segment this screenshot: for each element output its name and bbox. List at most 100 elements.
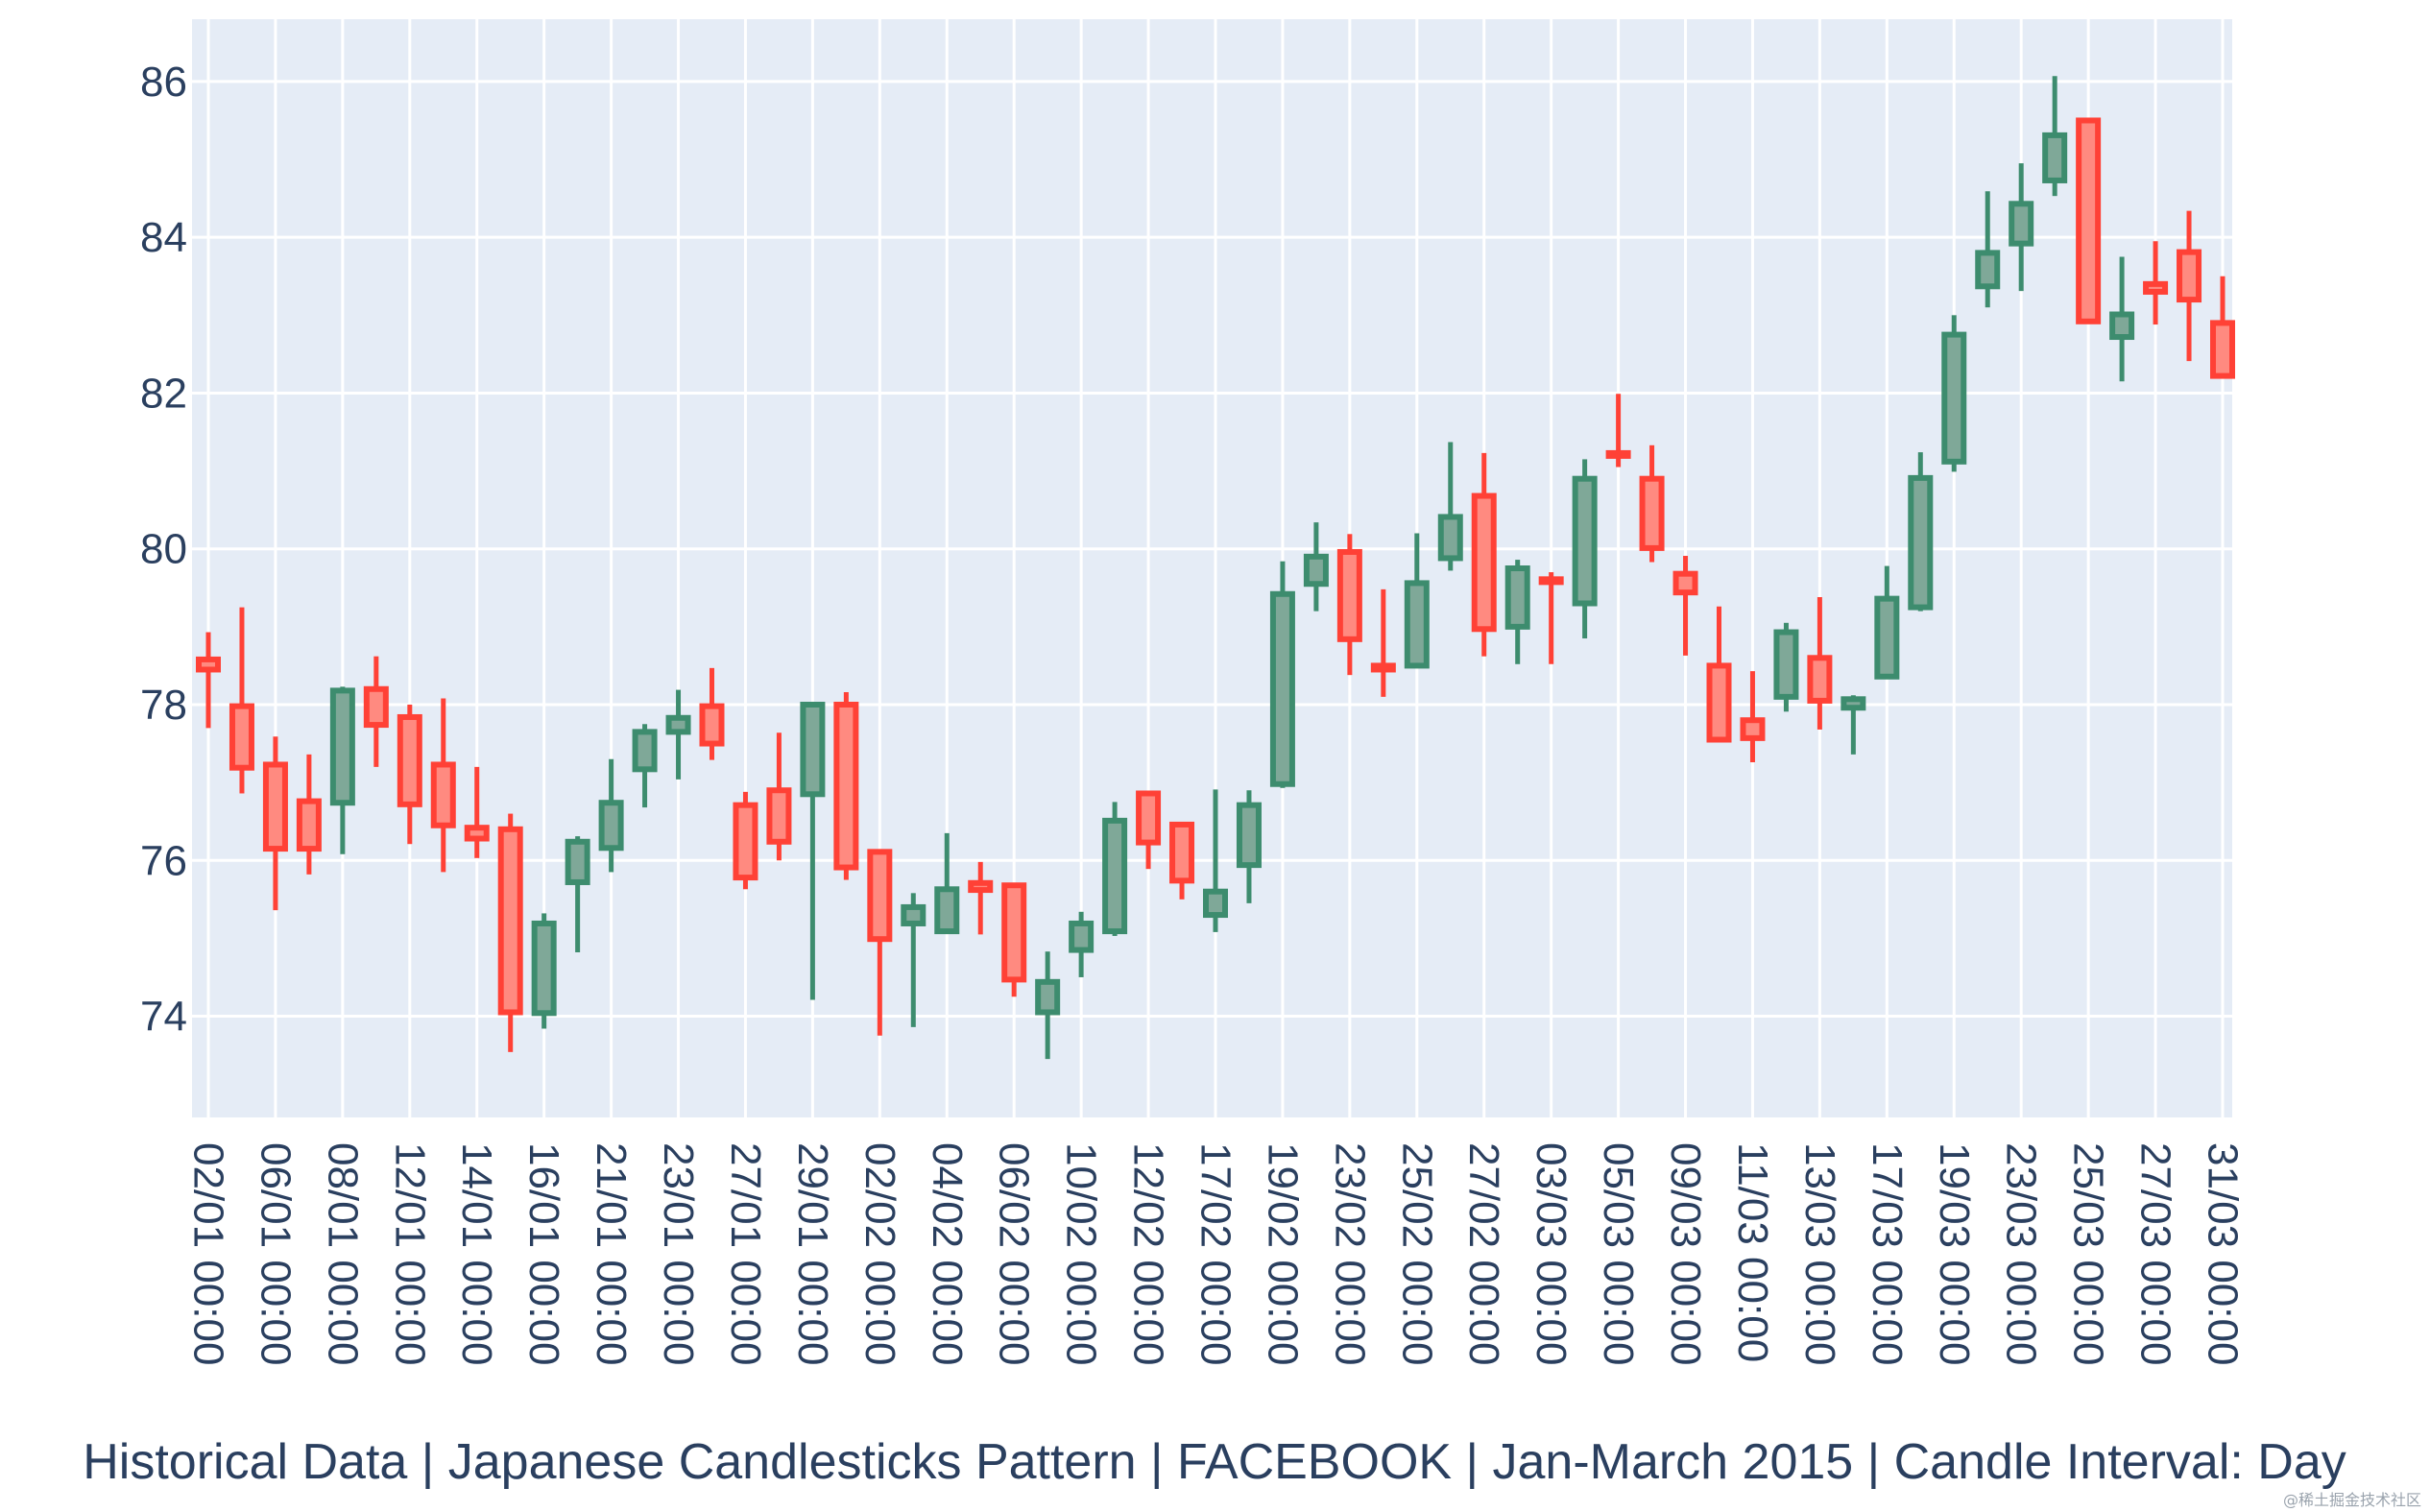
candle-body <box>329 687 355 806</box>
y-tick-label: 86 <box>140 59 187 106</box>
candle-body <box>598 800 624 852</box>
candle-body <box>1672 570 1698 596</box>
candle-increasing <box>1035 951 1061 1060</box>
candle-increasing <box>1572 459 1598 639</box>
candle-decreasing <box>1336 534 1362 676</box>
candle-decreasing <box>430 698 456 873</box>
candles <box>196 76 2235 1060</box>
y-tick-label: 78 <box>140 682 187 729</box>
candle-body <box>833 701 859 871</box>
candle-body <box>296 798 322 852</box>
x-tick-label: 31/03 00:00 <box>2200 1142 2247 1365</box>
candle-decreasing <box>1136 790 1162 870</box>
candle-increasing <box>1269 561 1295 788</box>
candle-body <box>2177 249 2202 303</box>
x-tick-label: 29/01 00:00 <box>789 1142 836 1365</box>
candle-decreasing <box>1001 882 1027 997</box>
candle-body <box>1336 548 1362 642</box>
candle-body <box>1874 595 1900 680</box>
candle-body <box>1807 655 1833 704</box>
x-tick-label: 13/03 00:00 <box>1796 1142 1843 1365</box>
x-tick-label: 08/01 00:00 <box>319 1142 366 1365</box>
y-tick-label: 74 <box>140 994 187 1041</box>
candle-body <box>1069 920 1095 953</box>
candle-increasing <box>1841 695 1866 755</box>
x-tick-label: 14/01 00:00 <box>453 1142 500 1365</box>
candle-body <box>262 761 288 852</box>
candle-body <box>1404 580 1430 669</box>
candle-decreasing <box>1169 821 1195 900</box>
candle-body <box>565 838 590 885</box>
candle-increasing <box>632 724 658 808</box>
x-tick-label: 23/03 00:00 <box>1998 1142 2045 1365</box>
candle-body <box>531 920 557 1017</box>
candle-increasing <box>598 758 624 873</box>
x-tick-label: 10/02 00:00 <box>1058 1142 1105 1365</box>
x-tick-label: 23/01 00:00 <box>655 1142 702 1365</box>
candle-decreasing <box>1538 572 1564 664</box>
candle-body <box>1706 662 1732 743</box>
x-tick-label: 06/02 00:00 <box>991 1142 1038 1365</box>
candle-body <box>1303 553 1329 588</box>
candle-decreasing <box>229 607 254 794</box>
candle-body <box>1773 629 1799 700</box>
candle-body <box>229 703 254 771</box>
candle-increasing <box>329 686 355 854</box>
candle-increasing <box>1504 560 1530 664</box>
candle-increasing <box>1069 911 1095 977</box>
candle-body <box>665 714 691 735</box>
candle-decreasing <box>262 736 288 911</box>
candle-body <box>196 656 221 673</box>
candle-increasing <box>800 701 826 1000</box>
x-tick-label: 19/02 00:00 <box>1259 1142 1306 1365</box>
x-tick-label: 02/01 00:00 <box>185 1142 232 1365</box>
candle-increasing <box>2109 256 2135 382</box>
candle-body <box>901 903 926 926</box>
y-gridlines <box>192 80 2232 1019</box>
candle-body <box>2076 117 2102 324</box>
candle-body <box>2109 311 2135 341</box>
candle-body <box>1203 888 1228 919</box>
candle-body <box>1437 514 1463 562</box>
x-tick-label: 27/01 00:00 <box>722 1142 769 1365</box>
candle-decreasing <box>1807 597 1833 730</box>
candle-decreasing <box>2177 210 2202 362</box>
candle-body <box>1841 696 1866 711</box>
x-tick-label: 04/02 00:00 <box>924 1142 971 1365</box>
candle-increasing <box>1236 790 1262 903</box>
candle-decreasing <box>867 849 893 1036</box>
candle-increasing <box>1404 533 1430 669</box>
x-tick-label: 25/02 00:00 <box>1393 1142 1440 1365</box>
candle-decreasing <box>699 667 725 760</box>
y-tick-label: 76 <box>140 837 187 884</box>
candle-body <box>1471 492 1497 633</box>
candle-increasing <box>1908 452 1934 612</box>
candle-body <box>1605 449 1631 459</box>
candle-body <box>766 787 792 845</box>
candle-increasing <box>901 893 926 1027</box>
candle-body <box>363 685 389 729</box>
candle-decreasing <box>296 754 322 875</box>
candle-body <box>2042 132 2068 183</box>
candle-body <box>1740 717 1766 741</box>
candle-body <box>2009 201 2034 247</box>
x-axis-tick-labels: 02/01 00:00 06/01 00:00 08/01 00:00 12/01 0… <box>185 1142 2247 1365</box>
y-tick-label: 84 <box>140 214 187 261</box>
candle-increasing <box>1203 789 1228 932</box>
candle-decreasing <box>766 732 792 861</box>
candle-body <box>632 729 658 773</box>
x-tick-label: 09/03 00:00 <box>1662 1142 1709 1365</box>
candle-body <box>430 761 456 828</box>
candle-decreasing <box>2210 276 2235 379</box>
x-tick-label: 11/03 00:00 <box>1729 1142 1776 1362</box>
x-tick-label: 06/01 00:00 <box>252 1142 299 1365</box>
candle-decreasing <box>1706 606 1732 743</box>
x-tick-label: 25/03 00:00 <box>2065 1142 2112 1365</box>
x-tick-label: 23/02 00:00 <box>1326 1142 1373 1365</box>
candle-body <box>699 703 725 747</box>
candle-increasing <box>1303 522 1329 612</box>
candle-decreasing <box>1740 671 1766 763</box>
x-tick-label: 12/01 00:00 <box>386 1142 433 1365</box>
y-tick-label: 82 <box>140 370 187 417</box>
